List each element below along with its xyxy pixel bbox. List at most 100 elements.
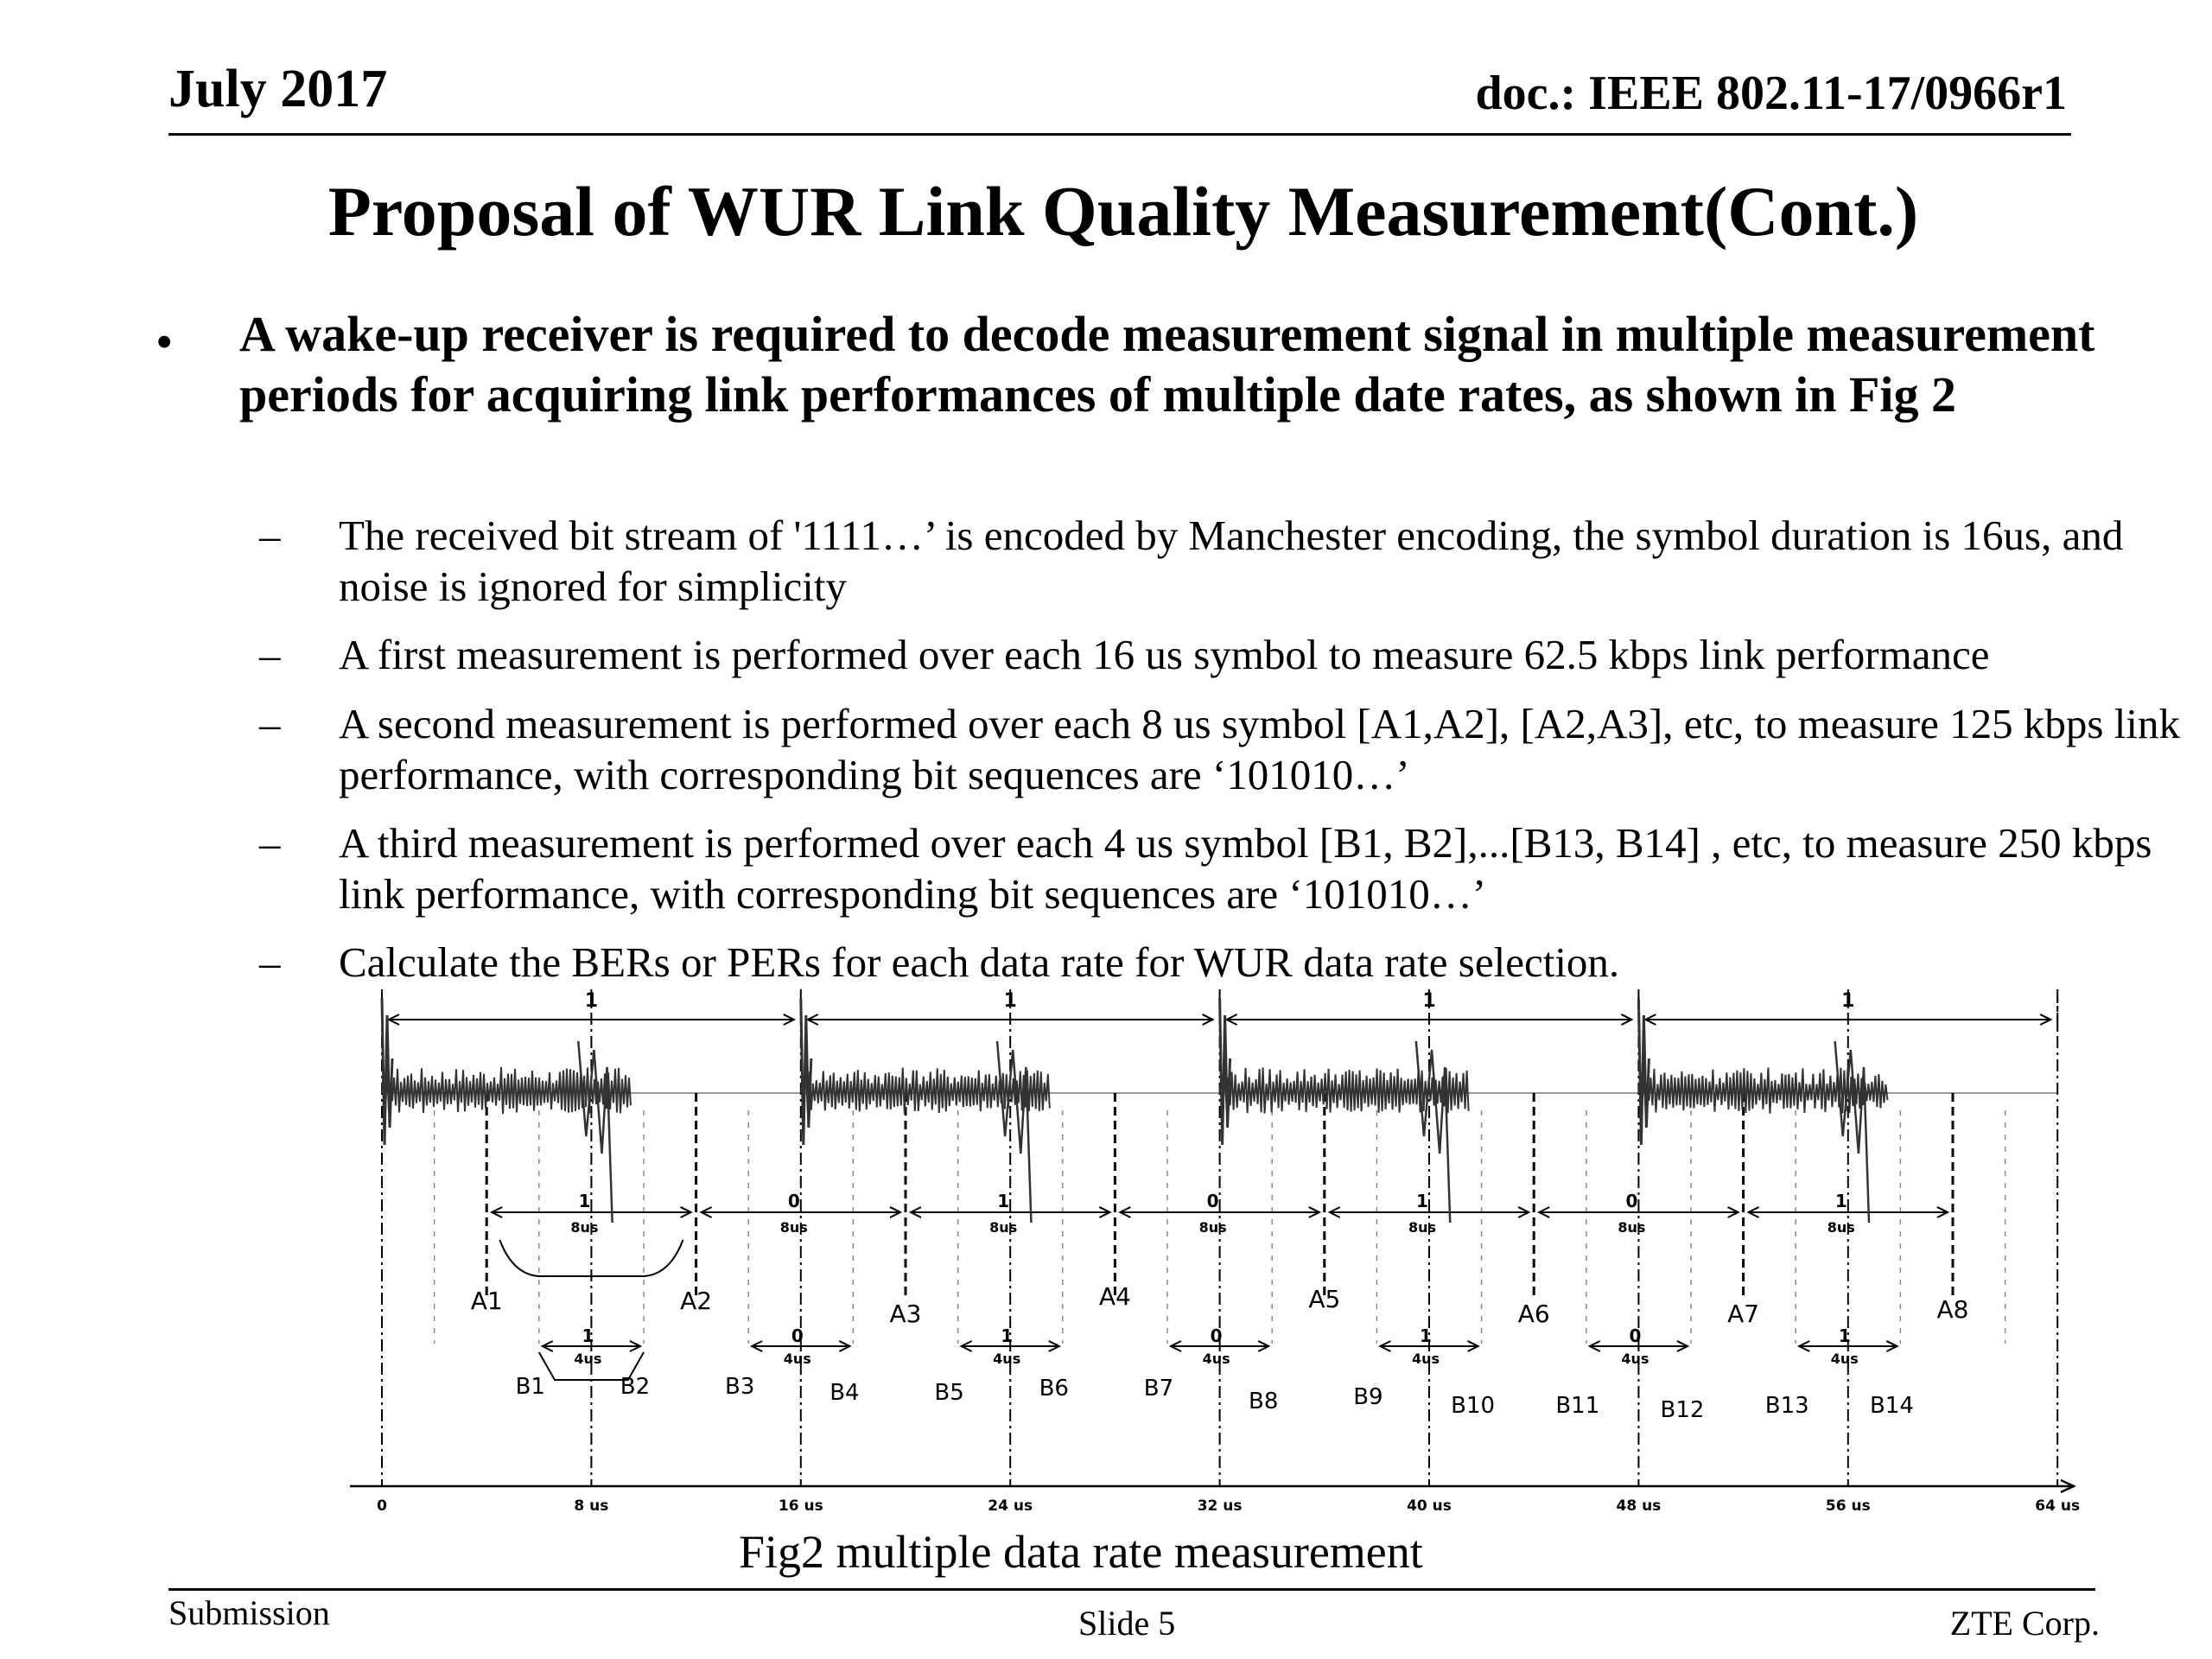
bit-4us-label: 1 — [1839, 1325, 1851, 1346]
axis-tick-label: 32 us — [1198, 1497, 1243, 1515]
waveform-signal — [380, 997, 1889, 1224]
sub-bullet-dash: – — [259, 700, 281, 747]
arrow-8us-head-left — [1118, 1206, 1131, 1218]
label-8us: 8us — [1199, 1219, 1227, 1236]
slide-title: Proposal of WUR Link Quality Measurement… — [327, 172, 1919, 251]
waveform-burst — [1218, 1067, 1470, 1114]
symbol-bit-label: 1 — [585, 990, 598, 1012]
sub-bullet-text: Calculate the BERs or PERs for each data… — [339, 938, 1620, 986]
arrow-8us-head-right-2 — [680, 1206, 693, 1218]
symbol-16us-arrow-head-right-2 — [2039, 1014, 2053, 1026]
b-label: B4 — [830, 1380, 859, 1406]
bit-4us-label: 1 — [582, 1325, 594, 1346]
label-8us: 8us — [989, 1219, 1017, 1236]
a-label: A7 — [1727, 1300, 1759, 1328]
bit-4us-label: 0 — [791, 1325, 804, 1346]
symbol-16us-arrow-head-right-2 — [783, 1014, 797, 1026]
header-date: July 2017 — [168, 60, 388, 118]
waveform-figure: 0 8 us 16 us 24 us 32 us 40 us 48 us 56 us 64 us… — [350, 989, 2080, 1515]
label-4us: 4us — [1412, 1351, 1440, 1367]
bit-4us-label: 1 — [1420, 1325, 1432, 1346]
symbol-16us-arrow-head-right-2 — [1620, 1014, 1634, 1026]
sub-bullet-text: The received bit stream of '1111…’ is en… — [339, 512, 2124, 610]
arrow-8us-head-left — [1536, 1206, 1550, 1218]
arrow-8us-head-left — [1746, 1206, 1760, 1218]
footer-company: ZTE Corp. — [1949, 1604, 2100, 1643]
bit-8us-label: 0 — [788, 1191, 800, 1211]
a-label: A3 — [890, 1300, 922, 1328]
waveform-burst — [799, 1067, 1051, 1114]
bit-8us-label: 1 — [1416, 1191, 1428, 1211]
signal-spike — [799, 997, 813, 1146]
symbol-bit-label: 1 — [1422, 990, 1435, 1012]
b-label: B7 — [1144, 1376, 1173, 1402]
sub-bullet-dash: – — [259, 938, 281, 986]
bit-8us-label: 0 — [1207, 1191, 1219, 1211]
a-label: A2 — [680, 1287, 712, 1315]
arrow-8us-head-right-2 — [1308, 1206, 1322, 1218]
arrow-4us-head-left — [540, 1340, 554, 1352]
symbol-16us-arrow-head-left — [1643, 1014, 1656, 1026]
arrow-4us-head-left — [749, 1340, 763, 1352]
b-label: B8 — [1249, 1389, 1278, 1414]
bracket-b1-b2 — [537, 1351, 645, 1381]
label-8us: 8us — [780, 1219, 808, 1236]
a-label: A8 — [1937, 1295, 1969, 1324]
arrow-4us-head-right-2 — [1676, 1340, 1690, 1352]
b-label: B5 — [934, 1380, 963, 1406]
label-8us: 8us — [570, 1219, 598, 1236]
b-label: B2 — [620, 1374, 650, 1400]
figure-labels: 0 8 us 16 us 24 us 32 us 40 us 48 us 56 us 64 us… — [377, 990, 2080, 1515]
bit-4us-label: 0 — [1629, 1325, 1641, 1346]
label-4us: 4us — [784, 1351, 811, 1367]
signal-spike-mid — [995, 1040, 1033, 1224]
axis-tick-label: 16 us — [779, 1497, 823, 1515]
sub-bullet-dash: – — [259, 512, 281, 559]
arrow-4us-head-right-2 — [1467, 1340, 1480, 1352]
b-label: B6 — [1039, 1376, 1069, 1402]
header-doc-number: doc.: IEEE 802.11-17/0966r1 — [1475, 67, 2067, 120]
sub-bullet-text: A first measurement is performed over ea… — [339, 631, 1990, 678]
sub-bullet-dash: – — [259, 819, 281, 867]
bit-8us-label: 1 — [578, 1191, 590, 1211]
label-4us: 4us — [574, 1351, 601, 1367]
label-4us: 4us — [1203, 1351, 1230, 1367]
bit-4us-label: 1 — [1001, 1325, 1013, 1346]
figure-caption: Fig2 multiple data rate measurement — [739, 1526, 1423, 1578]
b-label: B11 — [1555, 1393, 1599, 1419]
a-label: A4 — [1099, 1282, 1131, 1311]
signal-spike — [1218, 997, 1232, 1146]
label-4us: 4us — [993, 1351, 1020, 1367]
symbol-16us-arrow-head-left — [805, 1014, 819, 1026]
b-label: B10 — [1451, 1393, 1495, 1419]
footer-rule — [168, 1588, 2095, 1591]
signal-spike-mid — [1414, 1040, 1452, 1224]
label-8us: 8us — [1827, 1219, 1855, 1236]
arrow-4us-head-left — [959, 1340, 973, 1352]
label-4us: 4us — [1831, 1351, 1859, 1367]
axis-tick-label: 48 us — [1617, 1497, 1662, 1515]
sub-bullet-text: A second measurement is performed over e… — [339, 700, 2180, 798]
b-label: B12 — [1661, 1397, 1705, 1423]
arrow-4us-head-left — [1587, 1340, 1601, 1352]
axis-tick-label: 64 us — [2035, 1497, 2080, 1515]
axis-tick-label: 56 us — [1826, 1497, 1871, 1515]
arrow-8us-head-right-2 — [1936, 1206, 1950, 1218]
axis-tick-label: 8 us — [574, 1497, 608, 1515]
label-8us: 8us — [1408, 1219, 1436, 1236]
arrow-4us-head-left — [1168, 1340, 1182, 1352]
a-label: A6 — [1518, 1300, 1550, 1328]
arrow-8us-head-left — [1327, 1206, 1341, 1218]
sub-bullet-text: A third measurement is performed over ea… — [339, 819, 2152, 918]
a-label: A1 — [471, 1287, 503, 1315]
waveform-burst — [381, 1066, 632, 1115]
bit-8us-label: 1 — [1835, 1191, 1847, 1211]
arrow-8us-head-right-2 — [1517, 1206, 1531, 1218]
b-label: B3 — [725, 1374, 754, 1400]
bullet-marker: • — [156, 314, 174, 370]
arrow-4us-head-right-2 — [629, 1340, 643, 1352]
symbol-bit-label: 1 — [1841, 990, 1854, 1012]
time-axis-arrowhead — [2060, 1478, 2076, 1494]
arrow-8us-head-left — [908, 1206, 922, 1218]
arrow-4us-head-right-2 — [1257, 1340, 1271, 1352]
